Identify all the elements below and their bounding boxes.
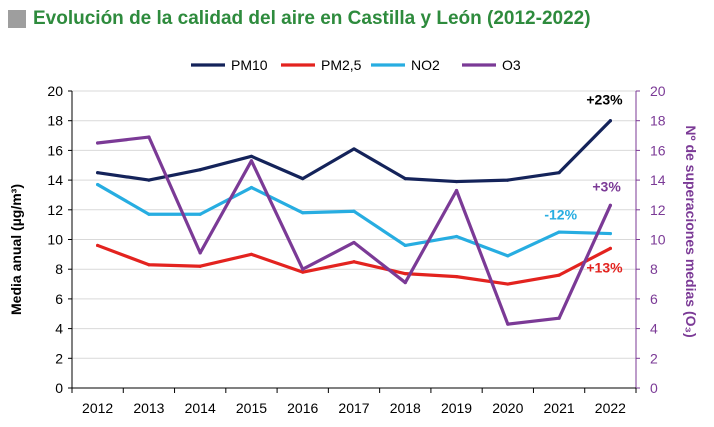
chart-title: Evolución de la calidad del aire en Cast… [33, 8, 591, 29]
data-point-o3 [557, 316, 561, 320]
data-point-pm10 [249, 154, 254, 158]
y2-tick-label: 10 [650, 232, 666, 248]
data-point-pm25 [557, 273, 561, 277]
data-point-no2 [403, 243, 407, 248]
data-point-no2 [506, 254, 510, 258]
legend-label: PM2,5 [321, 57, 362, 73]
data-point-pm25 [301, 270, 305, 274]
y-tick-label: 10 [47, 232, 63, 248]
data-point-pm10 [147, 178, 151, 182]
title-square-marker [8, 10, 26, 28]
y2-tick-label: 12 [650, 202, 666, 218]
y2-tick-label: 14 [650, 172, 666, 188]
data-point-pm10 [506, 178, 510, 182]
data-point-pm10 [352, 147, 356, 151]
data-point-pm25 [403, 272, 407, 276]
series-line-o3 [96, 135, 612, 326]
x-tick-label: 2018 [390, 400, 421, 416]
y-tick-label: 14 [47, 172, 63, 188]
data-point-o3 [608, 203, 612, 207]
y2-tick-label: 0 [650, 380, 658, 396]
data-point-o3 [96, 141, 100, 145]
data-point-pm25 [96, 243, 100, 248]
data-point-o3 [147, 135, 151, 139]
data-point-no2 [96, 182, 100, 187]
data-point-pm25 [608, 246, 612, 251]
data-point-no2 [198, 212, 202, 216]
series-line-pm25 [96, 243, 612, 286]
data-point-pm10 [198, 168, 202, 172]
data-point-pm25 [147, 263, 151, 267]
x-tick-label: 2014 [185, 400, 216, 416]
data-point-pm25 [454, 275, 459, 279]
y-tick-label: 0 [55, 380, 63, 396]
legend-label: O3 [502, 57, 521, 73]
y-tick-label: 2 [55, 350, 63, 366]
annotation-label: -12% [544, 207, 577, 223]
y2-axis-title: Nº de superaciones medias (O₃) [683, 125, 699, 337]
x-tick-label: 2013 [133, 400, 164, 416]
data-point-pm25 [506, 282, 510, 286]
y2-tick-label: 18 [650, 113, 666, 129]
x-tick-label: 2019 [441, 400, 472, 416]
y2-tick-label: 16 [650, 142, 666, 158]
x-tick-label: 2016 [287, 400, 318, 416]
series-line-pm10 [96, 119, 612, 184]
data-point-pm10 [557, 171, 561, 175]
data-point-pm10 [301, 177, 305, 181]
y-tick-label: 6 [55, 291, 63, 307]
data-point-o3 [249, 159, 254, 163]
x-tick-label: 2021 [544, 400, 575, 416]
annotation-label: +23% [586, 92, 623, 108]
data-point-pm25 [249, 252, 254, 256]
data-point-o3 [454, 188, 459, 193]
legend-label: NO2 [411, 57, 440, 73]
data-point-no2 [301, 211, 305, 215]
data-point-o3 [352, 240, 356, 245]
data-point-pm10 [403, 177, 407, 181]
legend-label: PM10 [231, 57, 268, 73]
x-tick-label: 2017 [338, 400, 369, 416]
data-point-no2 [454, 234, 459, 239]
data-point-o3 [198, 251, 202, 255]
y-tick-label: 12 [47, 202, 63, 218]
data-point-no2 [249, 185, 254, 190]
data-point-no2 [352, 209, 356, 213]
data-point-no2 [608, 231, 612, 236]
data-point-pm10 [96, 171, 100, 175]
y-tick-label: 8 [55, 261, 63, 277]
y2-tick-label: 4 [650, 321, 658, 337]
data-point-o3 [506, 322, 510, 326]
y-tick-label: 18 [47, 113, 63, 129]
data-point-no2 [557, 230, 561, 234]
y-tick-label: 16 [47, 142, 63, 158]
annotation-label: +3% [592, 178, 621, 194]
data-point-no2 [147, 212, 151, 216]
data-point-pm10 [608, 119, 612, 123]
x-tick-label: 2020 [492, 400, 523, 416]
data-point-o3 [403, 280, 407, 285]
y2-tick-label: 6 [650, 291, 658, 307]
y2-tick-label: 2 [650, 350, 658, 366]
x-tick-label: 2015 [236, 400, 267, 416]
chart-header: Evolución de la calidad del aire en Cast… [8, 6, 591, 32]
y-tick-label: 20 [47, 83, 63, 99]
y2-tick-label: 8 [650, 261, 658, 277]
data-point-pm10 [454, 179, 459, 184]
x-tick-label: 2022 [595, 400, 626, 416]
data-point-pm25 [198, 264, 202, 268]
y-tick-label: 4 [55, 321, 63, 337]
data-point-pm25 [352, 260, 356, 264]
y-axis-title: Media anual (µg/m³) [8, 184, 24, 315]
data-point-o3 [301, 267, 305, 271]
x-tick-label: 2012 [82, 400, 113, 416]
annotation-label: +13% [586, 259, 623, 275]
y2-tick-label: 20 [650, 83, 666, 99]
